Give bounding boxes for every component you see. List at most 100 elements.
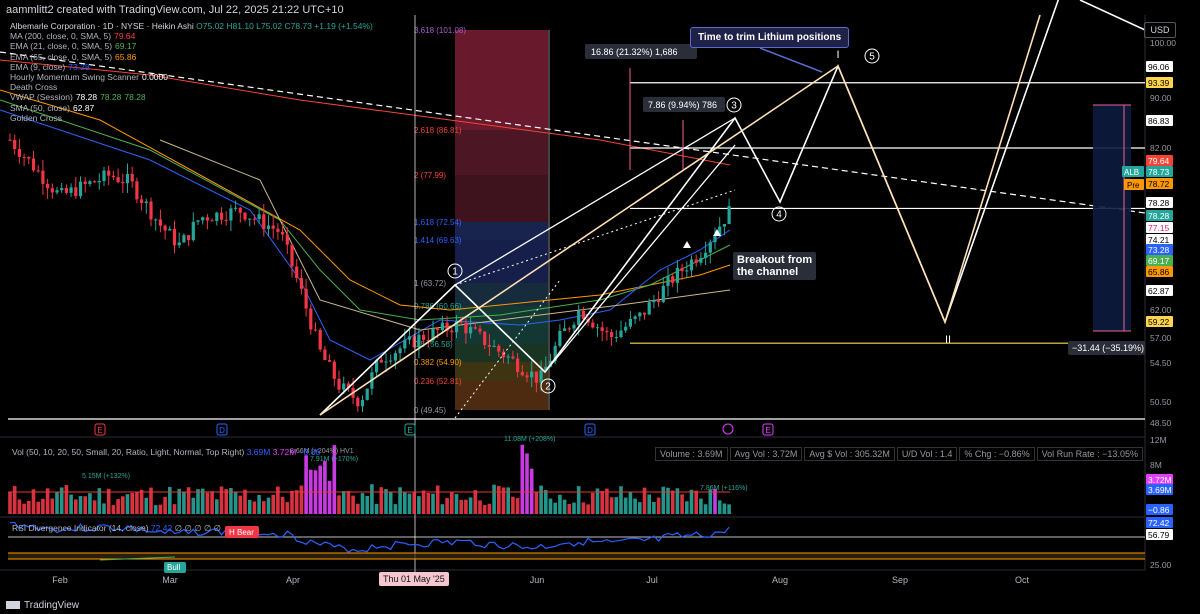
breakout-line-1: Breakout from: [737, 254, 813, 266]
volume-bar: [116, 499, 120, 514]
volume-bar: [153, 505, 158, 514]
wave-circle: [864, 48, 880, 64]
hms-label[interactable]: Hourly Momentum Swing Scanner: [10, 72, 139, 83]
vol-stat: U/D Vol : 1.4: [896, 447, 958, 461]
volume-bar: [605, 488, 609, 514]
volume-bar: [567, 504, 572, 514]
fib-zone: [455, 222, 548, 240]
volume-bar: [370, 484, 374, 514]
ema65-label[interactable]: EMA (65, close, 0, SMA, 5): [10, 51, 113, 62]
wave-label: 5: [869, 52, 875, 63]
volume-bar: [163, 497, 167, 514]
price-tag-text: 96.06: [1148, 62, 1170, 72]
candle-body: [229, 208, 233, 221]
event-marker: [762, 423, 774, 436]
volume-axis-tag: [1146, 474, 1173, 485]
fib-label: 0.236 (52.81): [414, 377, 462, 386]
fib-zone: [455, 283, 548, 306]
vwap-label[interactable]: VWAP (Session): [10, 92, 73, 103]
volume-bar: [548, 498, 553, 514]
volume-bar: [41, 498, 45, 514]
volume-bar: [233, 491, 238, 514]
candle-body: [694, 259, 698, 263]
candle-body: [450, 330, 454, 333]
sma50-label[interactable]: SMA (50, close): [10, 102, 70, 113]
tradingview-brand[interactable]: TradingView: [6, 600, 79, 611]
volume-bar: [351, 495, 355, 514]
candle-body: [530, 371, 534, 378]
volume-bar: [229, 488, 233, 514]
candle-body: [140, 199, 144, 203]
volume-bar: [591, 492, 595, 514]
candle-body: [177, 242, 181, 246]
candle-body: [445, 322, 449, 331]
volume-bar: [445, 497, 449, 514]
ema9-label[interactable]: EMA (9, close): [10, 61, 66, 72]
measure-text: 16.86 (21.32%) 1,686: [591, 47, 678, 57]
fib-zone: [455, 306, 548, 344]
volume-bar: [553, 502, 557, 514]
volume-bar: [323, 460, 327, 514]
candle-body: [633, 316, 637, 319]
fib-zone: [455, 175, 548, 222]
candle-body: [671, 276, 675, 283]
volume-bar: [497, 485, 501, 514]
candle-body: [708, 242, 712, 253]
candle-body: [262, 214, 266, 229]
rsi-legend[interactable]: RSI Divergence Indicator (14, close) 72.…: [12, 523, 221, 534]
ema21-label[interactable]: EMA (21, close, 0, SMA, 5): [10, 41, 113, 52]
volume-axis-label: 8M: [1150, 460, 1162, 470]
trim-lithium-callout[interactable]: Time to trim Lithium positions: [690, 27, 850, 48]
created-by-header: aammlitt2 created with TradingView.com, …: [6, 4, 344, 16]
candle-body: [459, 321, 463, 323]
volume-bar: [703, 504, 708, 514]
measure-text: 7.86 (9.94%) 786: [648, 100, 717, 110]
candle-body: [417, 334, 421, 348]
volume-bar: [17, 499, 22, 514]
candle-body: [13, 139, 17, 150]
volume-bar: [431, 493, 435, 514]
price-tag: [1146, 155, 1173, 166]
rsi-axis-label: 72.42: [1148, 518, 1170, 528]
death-cross-label[interactable]: Death Cross: [10, 82, 58, 93]
candle-body: [506, 356, 510, 358]
breakout-annotation[interactable]: Breakout from the channel: [733, 252, 817, 280]
candle-body: [55, 190, 59, 193]
candle-body: [389, 360, 393, 362]
candle-body: [718, 226, 722, 236]
volume-bar: [647, 494, 651, 514]
candle-body: [685, 270, 689, 272]
candle-body: [638, 312, 642, 317]
volume-legend[interactable]: Vol (50, 10, 20, 50, Small, 20, Ratio, L…: [12, 447, 320, 457]
golden-cross-label[interactable]: Golden Cross: [10, 112, 62, 123]
currency-selector[interactable]: USD: [1144, 22, 1176, 38]
candle-body: [74, 187, 78, 197]
candle-body: [379, 359, 383, 363]
symbol-title[interactable]: Albemarle Corporation · 1D · NYSE · Heik…: [10, 21, 194, 31]
volume-bar: [215, 499, 219, 514]
fib-label: 3.618 (101.08): [414, 26, 466, 35]
ohlc-values: O75.02 H81.10 L75.02 C78.73 +1.19 (+1.54…: [196, 21, 373, 31]
candle-body: [652, 300, 656, 303]
triangle-marker: [683, 241, 691, 248]
wave-circle: [447, 263, 463, 279]
dotted-trendline: [454, 279, 561, 419]
ma200-label[interactable]: MA (200, close, 0, SMA, 5): [10, 31, 112, 42]
volume-bar: [586, 504, 590, 514]
candle-body: [281, 231, 285, 235]
candle-body: [384, 361, 388, 363]
candle-body: [436, 328, 440, 331]
candle-body: [647, 302, 651, 315]
price-tag-text: 93.39: [1148, 78, 1170, 88]
price-tag-text: 65.86: [1148, 267, 1170, 277]
price-axis-label: 48.50: [1150, 418, 1172, 428]
fib-label: 1.618 (72.54): [414, 218, 462, 227]
channel-upper: [454, 117, 736, 286]
volume-annotation: 8.66M (+204%) HV1: [290, 448, 354, 455]
candle-body: [201, 217, 205, 221]
volume-bar: [111, 505, 116, 514]
candle-body: [318, 329, 322, 350]
candle-body: [464, 322, 468, 334]
volume-bar: [680, 494, 684, 514]
